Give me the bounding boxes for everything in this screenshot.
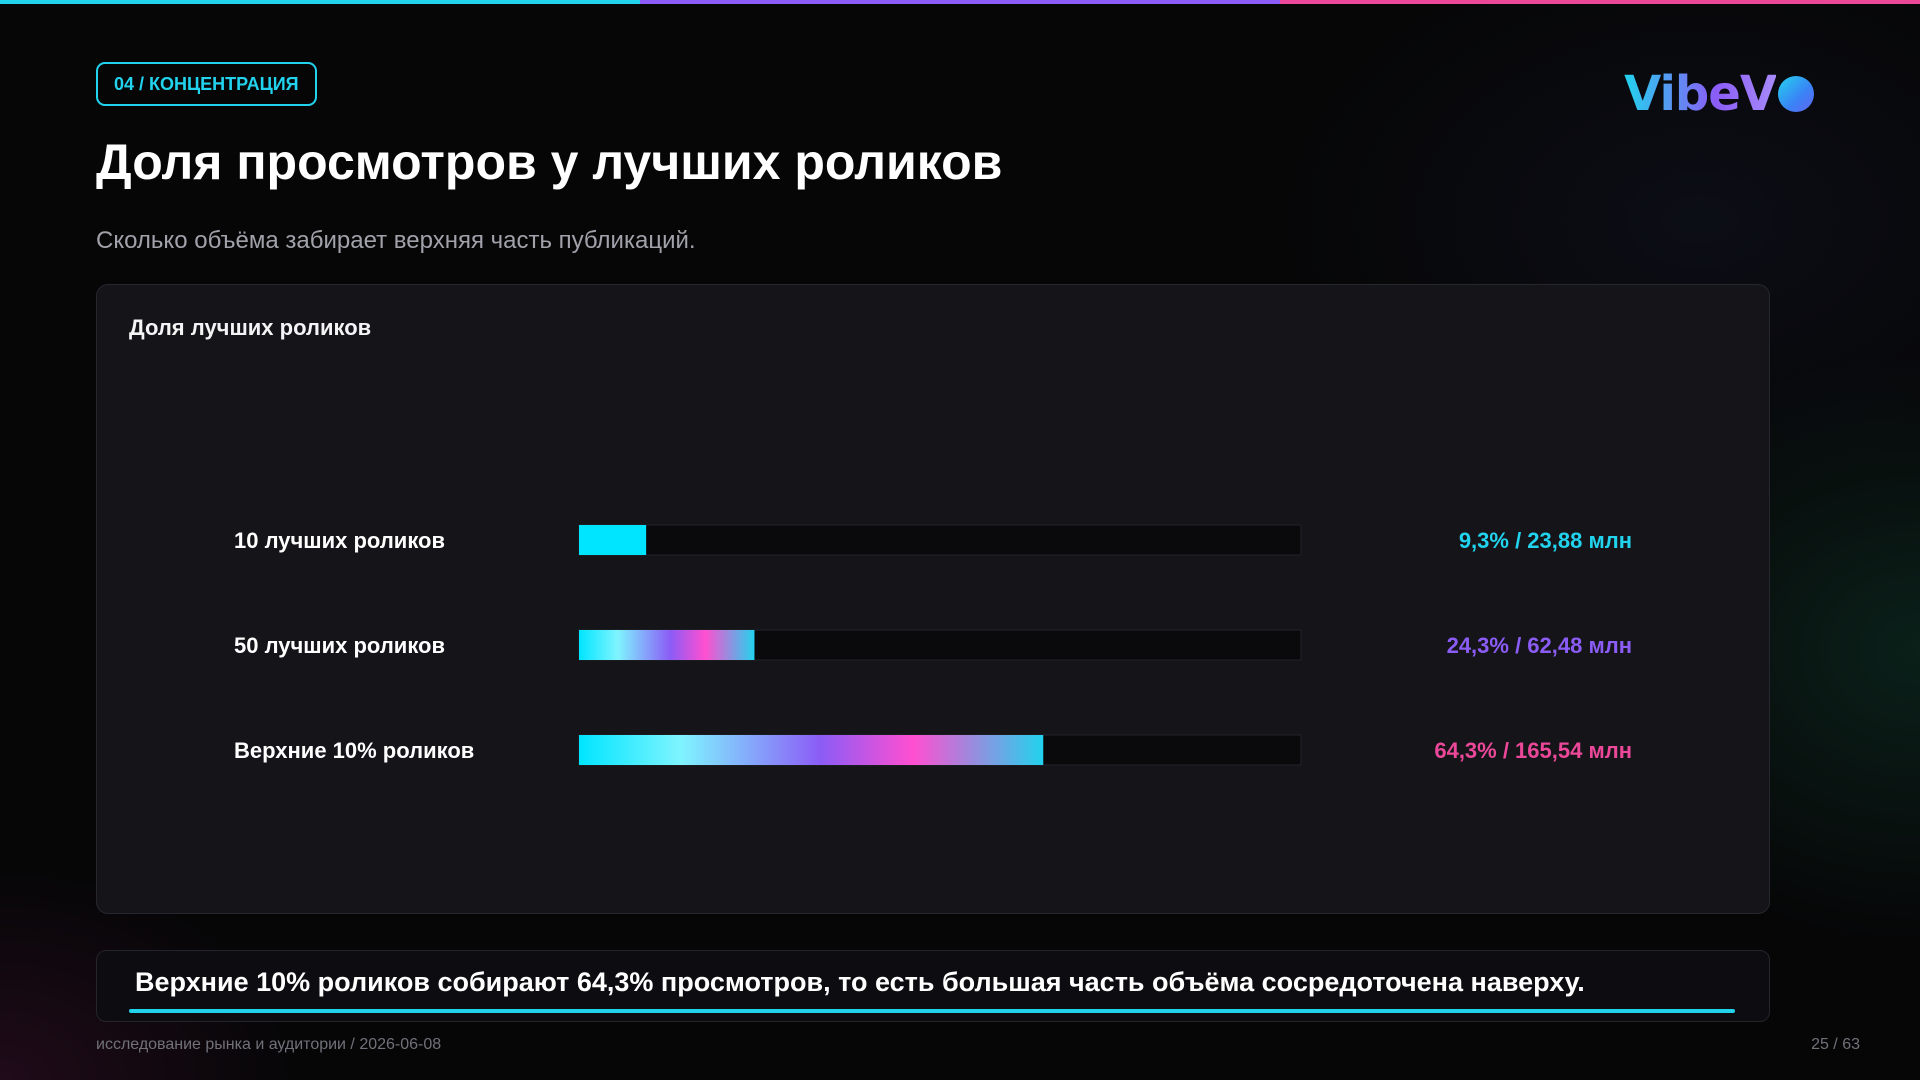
insight-underline — [129, 1009, 1735, 1013]
bar — [579, 630, 755, 660]
chart-title: Доля лучших роликов — [129, 315, 372, 340]
value-label: 24,3% / 62,48 млн — [1447, 633, 1632, 658]
insight-callout: Верхние 10% роликов собирают 64,3% просм… — [96, 950, 1770, 1022]
bar — [579, 525, 647, 555]
footer-caption: исследование рынка и аудитории / 2026-06… — [96, 1036, 442, 1053]
category-label: 10 лучших роликов — [234, 528, 445, 553]
brand-logo: VibeV — [1624, 64, 1814, 124]
category-label: Верхние 10% роликов — [234, 738, 474, 763]
logo-text: VibeV — [1624, 66, 1777, 122]
insight-text: Верхние 10% роликов собирают 64,3% просм… — [135, 967, 1585, 997]
top-accent-bar — [0, 0, 1920, 4]
value-label: 64,3% / 165,54 млн — [1434, 738, 1632, 763]
chart-card: Доля лучших роликов 10 лучших роликов 9,3… — [96, 284, 1770, 914]
page-title: Доля просмотров у лучших роликов — [96, 134, 1003, 190]
bar-track — [578, 524, 1302, 556]
value-label: 9,3% / 23,88 млн — [1459, 528, 1632, 553]
bar — [579, 735, 1044, 765]
page-number: 25 / 63 — [1811, 1036, 1860, 1053]
category-label: 50 лучших роликов — [234, 633, 445, 658]
bar-chart: 10 лучших роликов 9,3% / 23,88 млн 50 лучш… — [234, 524, 1632, 766]
page-subtitle: Сколько объёма забирает верхняя часть пу… — [96, 227, 696, 254]
section-badge: 04 / КОНЦЕНТРАЦИЯ — [96, 62, 317, 106]
logo-dot-icon — [1778, 76, 1814, 112]
